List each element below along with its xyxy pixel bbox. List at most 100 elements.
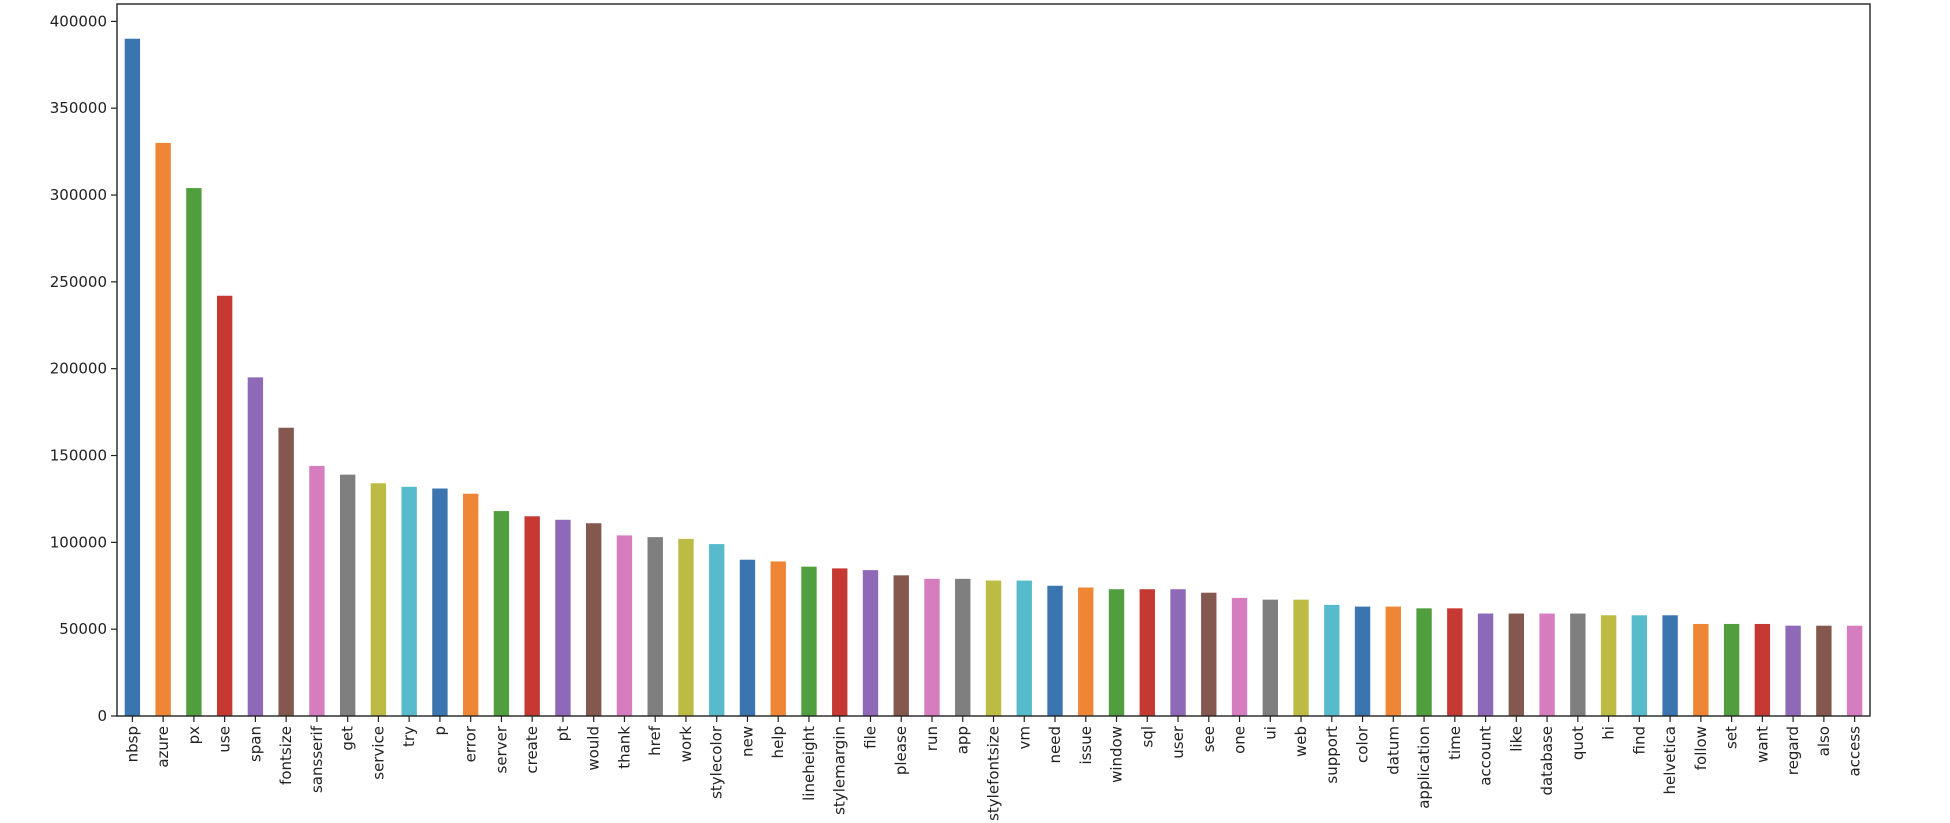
x-tick-label: create: [523, 726, 541, 774]
x-tick-label: want: [1753, 726, 1771, 763]
bar-need: [1047, 585, 1063, 716]
bar-time: [1447, 608, 1463, 716]
x-tick-label: account: [1477, 726, 1495, 786]
bar-also: [1816, 625, 1832, 716]
bar-find: [1631, 615, 1648, 716]
x-tick-label: help: [769, 726, 787, 758]
x-tick-label: regard: [1784, 726, 1802, 775]
x-tick-label: server: [492, 725, 510, 773]
bar-see: [1201, 592, 1217, 716]
bar-stylefontsize: [985, 580, 1002, 716]
bar-pt: [555, 519, 571, 716]
bar-lineheight: [801, 566, 817, 716]
bar-application: [1416, 608, 1432, 716]
bars-group: [124, 38, 1863, 717]
bar-please: [893, 575, 909, 716]
bar-vm: [1016, 580, 1032, 716]
bar-account: [1477, 613, 1494, 716]
y-tick-label: 0: [97, 707, 107, 725]
x-tick-label: helvetica: [1661, 726, 1679, 795]
bar-regard: [1785, 625, 1801, 716]
bar-use: [216, 295, 233, 716]
x-tick-label: px: [185, 726, 203, 745]
x-tick-label: error: [462, 725, 480, 762]
bar-azure: [155, 142, 171, 717]
bar-sql: [1139, 589, 1155, 716]
bar-p: [432, 488, 448, 716]
x-tick-label: lineheight: [800, 726, 818, 801]
bar-get: [339, 474, 356, 716]
bar-color: [1354, 606, 1371, 716]
x-tick-label: stylemargin: [831, 726, 849, 815]
x-tick-label: database: [1538, 726, 1556, 796]
x-tick-label: nbsp: [123, 726, 141, 762]
x-tick-label: access: [1846, 726, 1864, 777]
bar-stylemargin: [832, 568, 848, 716]
x-tick-label: see: [1200, 726, 1218, 752]
bar-work: [678, 538, 694, 716]
x-tick-label: use: [216, 726, 234, 753]
x-tick-label: stylefontsize: [985, 726, 1003, 821]
x-tick-label: find: [1630, 726, 1648, 754]
x-tick-label: work: [677, 726, 695, 763]
bar-file: [862, 570, 879, 716]
bar-like: [1508, 613, 1525, 716]
bar-fontsize: [278, 427, 294, 716]
x-tick-label: quot: [1569, 726, 1587, 760]
bar-nbsp: [124, 38, 141, 717]
bar-issue: [1078, 587, 1094, 716]
x-tick-label: app: [954, 726, 972, 754]
x-tick-label: issue: [1077, 726, 1095, 765]
y-tick-label: 250000: [50, 273, 107, 291]
x-tick-label: file: [861, 726, 879, 749]
bar-span: [247, 377, 264, 716]
x-tick-label: thank: [615, 726, 633, 769]
bar-datum: [1385, 606, 1401, 716]
x-tick-label: p: [431, 726, 449, 736]
bar-app: [955, 578, 971, 716]
bar-service: [370, 483, 387, 716]
bar-new: [739, 559, 756, 716]
bar-stylecolor: [709, 544, 725, 716]
bar-href: [647, 537, 663, 716]
x-axis: nbsp azure px use span fontsize sansserif get se…: [123, 716, 1864, 821]
x-tick-label: user: [1169, 725, 1187, 759]
y-tick-label: 200000: [50, 360, 107, 378]
bar-would: [586, 523, 602, 716]
bar-window: [1108, 589, 1125, 716]
x-tick-label: would: [585, 726, 603, 771]
x-tick-label: window: [1108, 726, 1126, 783]
bar-server: [493, 511, 510, 716]
x-tick-label: support: [1323, 726, 1341, 784]
bar-ui: [1262, 599, 1278, 716]
y-tick-label: 350000: [50, 99, 107, 117]
x-tick-label: please: [892, 726, 910, 775]
bar-thank: [616, 535, 633, 716]
x-tick-label: color: [1354, 725, 1372, 763]
bar-run: [924, 578, 940, 716]
y-tick-label: 300000: [50, 186, 107, 204]
bar-hi: [1600, 615, 1617, 716]
bar-set: [1723, 623, 1740, 716]
x-tick-label: follow: [1692, 726, 1710, 770]
y-tick-label: 150000: [50, 447, 107, 465]
x-tick-label: sansserif: [308, 725, 326, 793]
bar-want: [1754, 623, 1771, 716]
y-tick-label: 400000: [50, 12, 107, 30]
x-tick-label: like: [1507, 726, 1525, 752]
x-tick-label: application: [1415, 726, 1433, 809]
x-tick-label: new: [738, 726, 756, 757]
x-tick-label: time: [1446, 726, 1464, 760]
x-tick-label: try: [400, 726, 418, 747]
bar-error: [462, 493, 479, 716]
x-tick-label: sql: [1138, 726, 1156, 748]
plot-frame: [116, 3, 1871, 717]
x-tick-label: ui: [1261, 726, 1279, 740]
x-tick-label: fontsize: [277, 726, 295, 785]
x-tick-label: datum: [1384, 726, 1402, 775]
x-tick-label: span: [246, 726, 264, 762]
bar-px: [186, 188, 202, 716]
x-tick-label: pt: [554, 726, 572, 742]
bar-help: [770, 561, 786, 716]
